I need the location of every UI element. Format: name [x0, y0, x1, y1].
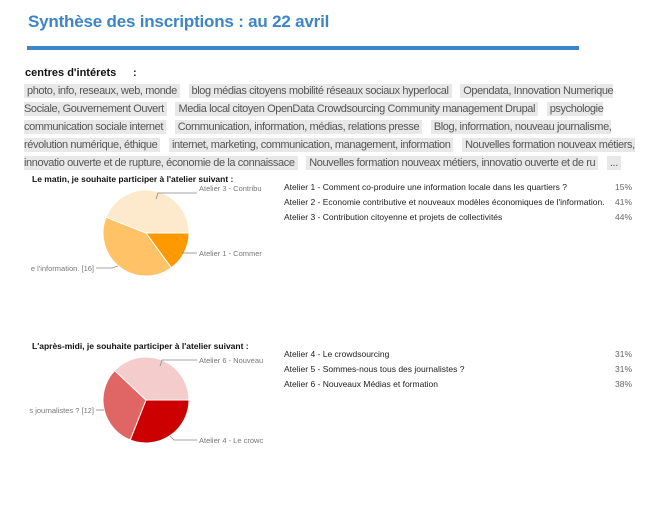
pie-slice — [105, 189, 190, 234]
legend-label: Atelier 2 - Economie contributive et nou… — [284, 197, 605, 207]
legend-percent: 41% — [614, 197, 632, 207]
pie-callout-label: e l'information. [16] — [31, 264, 94, 273]
afternoon-pie-chart-svg: Atelier 6 - Nouveau s journalistes ? [12… — [29, 356, 263, 445]
legend-label: Atelier 1 - Comment co-produire une info… — [284, 182, 567, 192]
afternoon-legend: Atelier 4 - Le crowdsourcing 31% Atelier 5… — [284, 349, 632, 394]
callout-line — [159, 359, 197, 367]
legend-percent: 44% — [614, 212, 632, 222]
interest-tag: photo, info, reseaux, web, monde — [24, 84, 180, 98]
pie-callout-label: Atelier 4 - Le crowc — [199, 436, 263, 445]
legend-percent: 31% — [614, 349, 632, 359]
afternoon-section: Atelier 6 - Nouveau s journalistes ? [12… — [0, 341, 650, 506]
legend-percent: 15% — [614, 182, 632, 192]
callout-line — [169, 435, 197, 441]
legend-percent: 31% — [614, 364, 632, 374]
interests-tag-list: photo, info, reseaux, web, monde blog mé… — [24, 82, 636, 172]
legend-row: Atelier 4 - Le crowdsourcing 31% — [284, 349, 632, 363]
pie-slice — [102, 369, 147, 441]
pie-callout-label: s journalistes ? [12] — [29, 406, 94, 415]
interests-colon: : — [133, 67, 137, 79]
interest-tag: blog médias citoyens mobilité réseaux so… — [188, 84, 452, 98]
pie-callout-label: Atelier 1 - Commer — [199, 249, 262, 258]
legend-label: Atelier 6 - Nouveaux Médias et formation — [284, 379, 439, 389]
interest-tag: Communication, information, médias, rela… — [174, 120, 423, 134]
pie-callout-label: Atelier 6 - Nouveau — [199, 356, 263, 365]
legend-row: Atelier 5 - Sommes-nous tous des journal… — [284, 364, 632, 378]
pie-slice — [129, 399, 190, 444]
afternoon-pie-chart — [102, 356, 190, 444]
legend-percent: 38% — [614, 379, 632, 389]
interest-tag: Media local citoyen OpenData Crowdsourci… — [175, 102, 539, 116]
interests-label: centres d'intérets — [25, 67, 117, 79]
legend-label: Atelier 4 - Le crowdsourcing — [284, 349, 390, 359]
morning-pie-chart — [102, 189, 190, 277]
morning-pie-chart-svg: Atelier 3 - Contribu Atelier 1 - Commer … — [31, 184, 262, 277]
morning-question-title: Le matin, je souhaite participer à l'ate… — [32, 174, 234, 184]
interest-tag: Nouvelles formation nouveax métiers, inn… — [306, 156, 599, 170]
callout-line — [96, 265, 119, 269]
title-divider — [27, 46, 579, 50]
legend-label: Atelier 5 - Sommes-nous tous des journal… — [284, 364, 465, 374]
morning-legend: Atelier 1 - Comment co-produire une info… — [284, 182, 632, 227]
legend-row: Atelier 6 - Nouveaux Médias et formation… — [284, 379, 632, 393]
afternoon-question-title: L'après-midi, je souhaite participer à l… — [32, 341, 249, 351]
interest-tag: ... — [606, 156, 621, 170]
legend-row: Atelier 1 - Comment co-produire une info… — [284, 182, 632, 196]
legend-row: Atelier 3 - Contribution citoyenne et pr… — [284, 212, 632, 226]
page-title: Synthèse des inscriptions : au 22 avril — [28, 12, 330, 31]
morning-section: Atelier 3 - Contribu Atelier 1 - Commer … — [0, 174, 650, 339]
callout-line — [155, 192, 197, 200]
pie-callout-label: Atelier 3 - Contribu — [199, 184, 262, 193]
interest-tag: internet, marketing, communication, mana… — [169, 138, 454, 152]
legend-row: Atelier 2 - Economie contributive et nou… — [284, 197, 632, 211]
legend-label: Atelier 3 - Contribution citoyenne et pr… — [284, 212, 503, 222]
pie-slice — [102, 216, 172, 277]
main-content: photo, info, reseaux, web, monde blog mé… — [0, 82, 650, 506]
